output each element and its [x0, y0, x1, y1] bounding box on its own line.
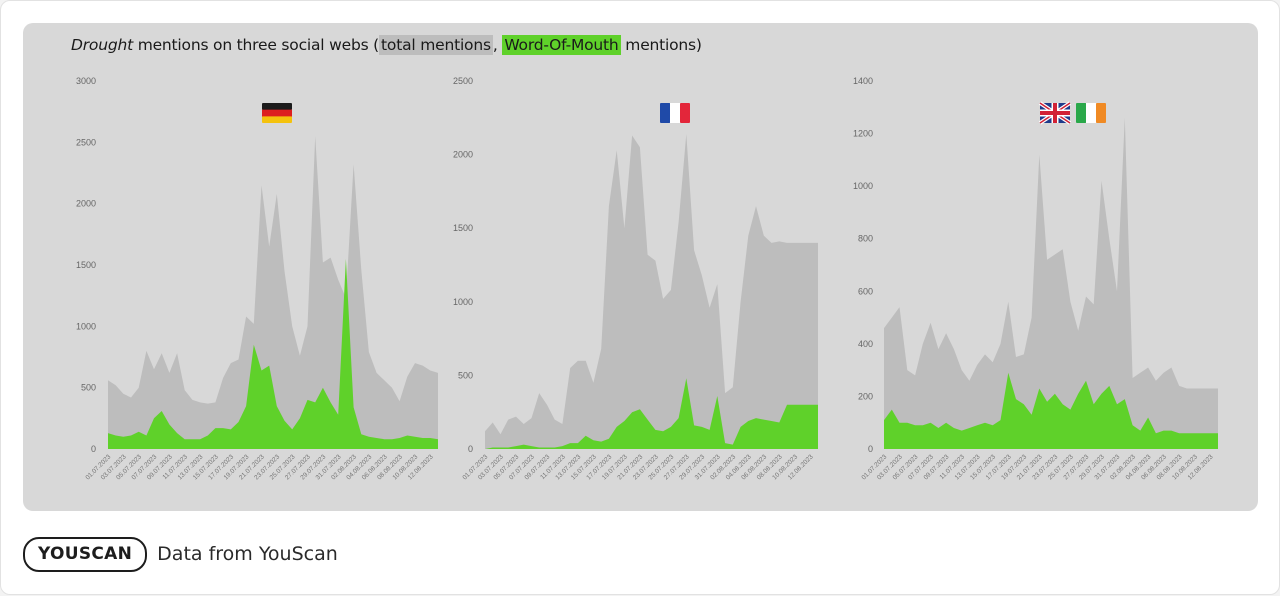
germany-flag-icon: [262, 103, 292, 123]
chart-title: Drought mentions on three social webs (t…: [71, 35, 702, 55]
total-mentions-area: [108, 136, 438, 449]
total-mentions-area: [485, 134, 818, 449]
wom-mentions-area: [884, 372, 1218, 449]
y-tick-label: 2000: [76, 199, 96, 209]
y-tick-label: 1400: [853, 76, 873, 86]
y-tick-label: 0: [91, 444, 96, 454]
y-tick-label: 500: [458, 370, 473, 380]
y-tick-label: 1500: [453, 223, 473, 233]
title-italic: Drought: [71, 36, 133, 54]
chart-3: 020040060080010001200140001.07.202303.07…: [853, 76, 1218, 481]
total-mentions-area: [884, 117, 1218, 450]
youscan-logo: YOUSCAN: [23, 536, 148, 572]
y-tick-label: 400: [858, 339, 873, 349]
total-mentions-label: total mentions: [379, 35, 493, 55]
y-tick-label: 1200: [853, 129, 873, 139]
y-tick-label: 3000: [76, 76, 96, 86]
y-tick-label: 0: [468, 444, 473, 454]
ireland-flag-icon: [1076, 103, 1106, 123]
chart-1: 05001000150020002500300001.07.202303.07.…: [76, 76, 438, 481]
y-tick-label: 1000: [853, 181, 873, 191]
y-tick-label: 600: [858, 286, 873, 296]
wom-label: Word-Of-Mouth: [502, 35, 621, 55]
y-tick-label: 1000: [453, 297, 473, 307]
y-tick-label: 2500: [453, 76, 473, 86]
chart-2: 0500100015002000250001.07.202303.07.2023…: [453, 76, 818, 481]
y-tick-label: 1000: [76, 321, 96, 331]
y-tick-label: 1500: [76, 260, 96, 270]
y-tick-label: 2500: [76, 137, 96, 147]
y-tick-label: 800: [858, 234, 873, 244]
y-tick-label: 200: [858, 391, 873, 401]
uk-flag-icon: [1038, 101, 1072, 125]
footer: YOUSCAN Data from YouScan: [23, 532, 338, 576]
title-prefix: mentions on three social webs (: [132, 36, 380, 54]
y-tick-label: 2000: [453, 150, 473, 160]
logo-text: YOUSCAN: [38, 544, 133, 564]
footer-caption: Data from YouScan: [157, 543, 338, 565]
title-separator: ,: [492, 36, 503, 54]
y-tick-label: 0: [868, 444, 873, 454]
title-suffix: mentions): [620, 36, 702, 54]
france-flag-icon: [660, 103, 690, 123]
y-tick-label: 500: [81, 383, 96, 393]
wom-mentions-area: [485, 378, 818, 449]
wom-mentions-area: [108, 258, 438, 449]
